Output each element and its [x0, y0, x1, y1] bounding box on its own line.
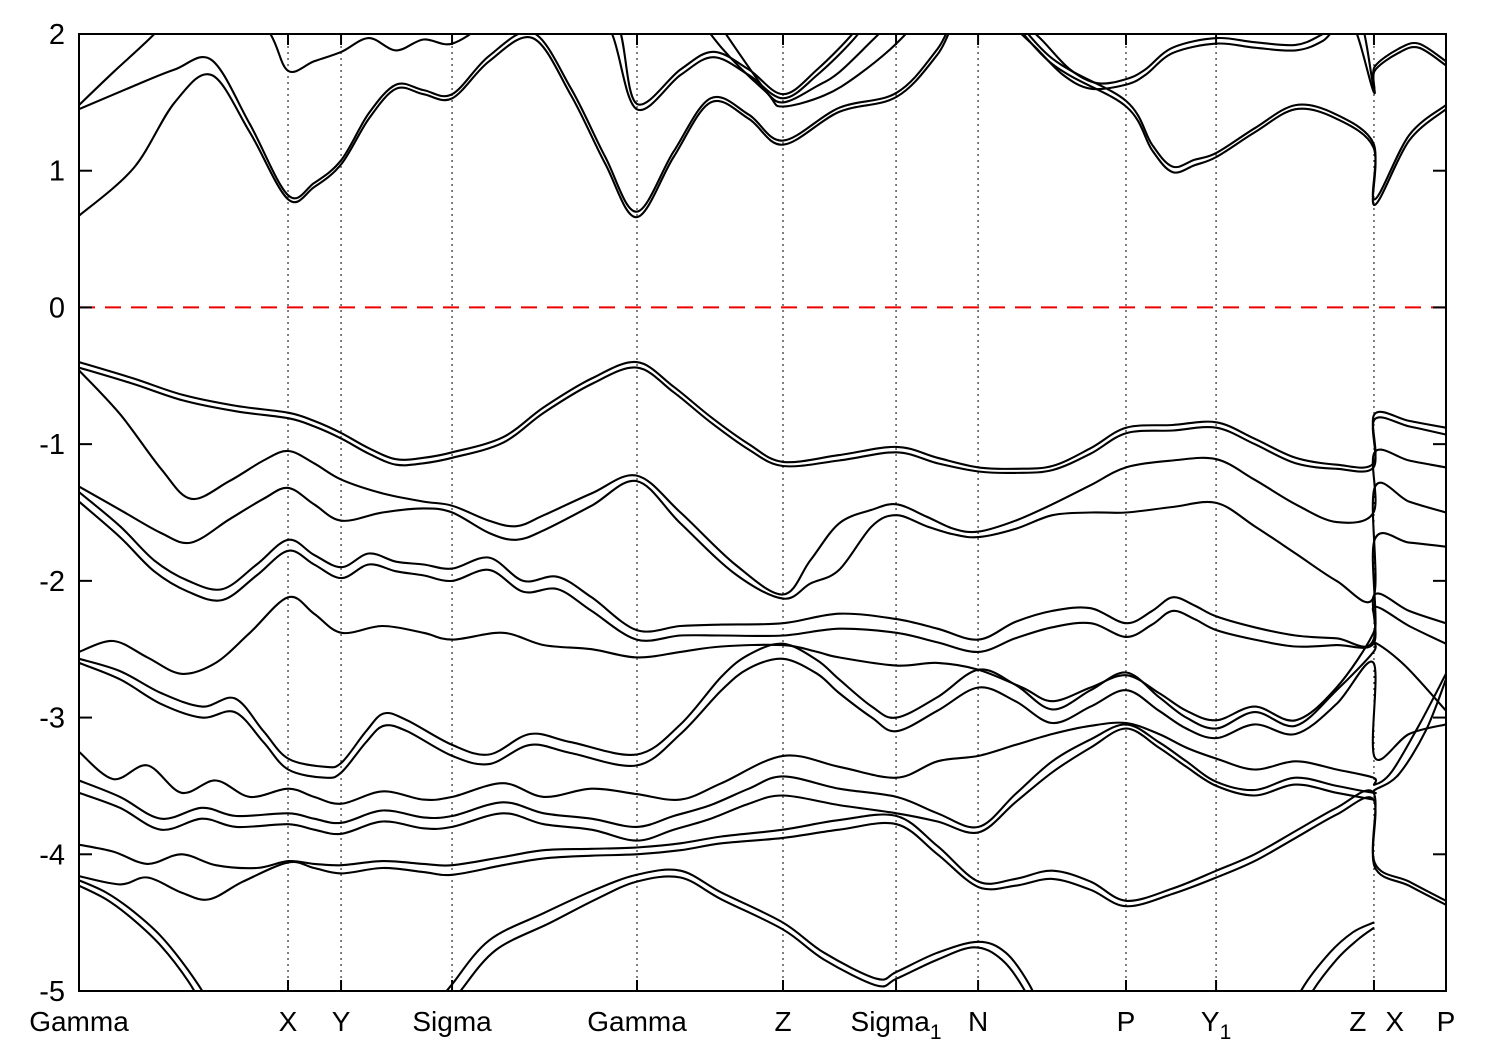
band-line-val-5 — [79, 490, 1446, 648]
band-line-cond-2 — [79, 34, 1446, 213]
x-tick-label: N — [968, 1006, 988, 1037]
band-line-val-8 — [79, 640, 1446, 769]
band-line-val-14 — [79, 796, 1446, 908]
band-line-val-17 — [445, 868, 1034, 991]
band-line-val-2 — [79, 366, 1446, 475]
y-tick-label: 1 — [49, 156, 65, 188]
band-line-val-7 — [79, 595, 1446, 722]
x-tick-label: P — [1117, 1006, 1136, 1037]
band-line-cond-1 — [79, 34, 1446, 219]
y-tick-label: -3 — [39, 703, 65, 735]
x-tick-label: Sigma — [412, 1006, 492, 1037]
band-line-val-1 — [79, 361, 1446, 470]
y-tick-label: -1 — [39, 429, 65, 461]
x-tick-label: Gamma — [29, 1006, 129, 1037]
band-line-val-15 — [79, 879, 204, 991]
x-tick-label: Gamma — [587, 1006, 687, 1037]
band-line-val-3 — [79, 369, 1446, 596]
x-tick-label: Sigma1 — [851, 1006, 942, 1044]
y-tick-label: -4 — [39, 839, 65, 871]
band-line-val-20 — [1311, 927, 1375, 991]
band-line-val-12 — [79, 727, 1375, 842]
band-line-cond-3 — [79, 34, 156, 107]
x-tick-label: Z — [774, 1006, 791, 1037]
band-line-cond-10 — [1034, 34, 1446, 90]
y-tick-label: 2 — [49, 19, 65, 51]
band-line-cond-4 — [269, 34, 473, 73]
x-tick-label: X — [279, 1006, 298, 1037]
band-line-val-16 — [79, 884, 196, 991]
band-line-cond-7 — [709, 34, 881, 104]
y-tick-label: -5 — [39, 976, 65, 1008]
plot-border — [78, 33, 1447, 992]
x-tick-label: P — [1437, 1006, 1456, 1037]
band-line-val-19 — [1299, 921, 1375, 991]
band-line-val-9 — [79, 657, 1446, 779]
band-line-val-13 — [79, 789, 1446, 902]
x-tick-label: Y1 — [1201, 1006, 1231, 1044]
band-line-cond-9 — [1019, 34, 1446, 95]
band-line-val-6 — [79, 500, 1446, 653]
band-line-val-10 — [79, 672, 1446, 805]
band-line-cond-6 — [619, 34, 854, 106]
x-tick-label: X — [1385, 1006, 1404, 1037]
y-tick-label: 0 — [49, 292, 65, 324]
band-line-val-18 — [459, 875, 1027, 991]
band-line-val-4 — [79, 479, 1446, 604]
band-line-cond-5 — [610, 34, 860, 112]
x-tick-label: Y — [332, 1006, 351, 1037]
band-line-val-11 — [79, 678, 1446, 829]
y-tick-label: -2 — [39, 566, 65, 598]
band-line-cond-8 — [724, 34, 908, 108]
x-tick-label: Z — [1349, 1006, 1366, 1037]
